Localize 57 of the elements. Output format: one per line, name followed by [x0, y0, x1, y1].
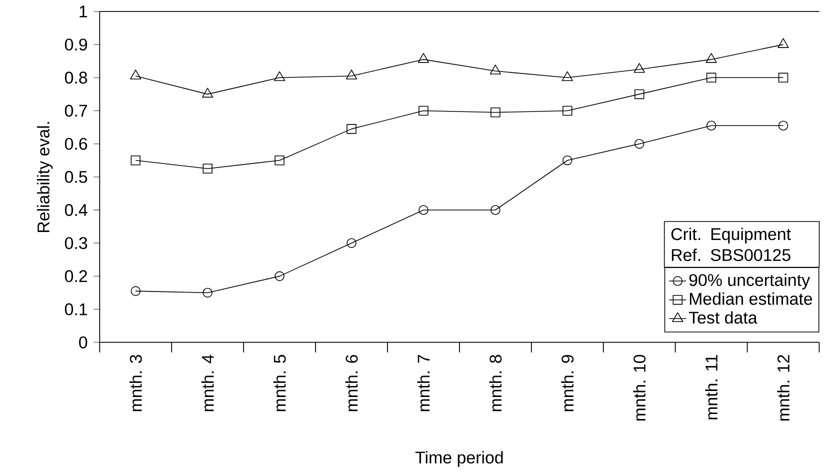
point: [634, 90, 644, 100]
point: [778, 120, 788, 131]
x-tick-label: mnth. 7: [417, 355, 430, 412]
x-tick-label: mnth. 12: [777, 355, 790, 421]
y-tick-label: 0.9: [64, 38, 88, 51]
point: [130, 156, 141, 166]
y-tick-label: 0.5: [64, 171, 88, 184]
point: [418, 205, 428, 216]
point: [130, 286, 141, 296]
x-tick-label: mnth. 8: [489, 355, 502, 412]
y-tick-label: 0.2: [64, 270, 87, 282]
y-tick-label: 0.8: [64, 72, 88, 84]
y-tick-label: 0: [79, 336, 88, 349]
legend-title: Crit. Equipment Ref. SBS00125: [671, 228, 791, 262]
point: [130, 70, 142, 80]
point: [202, 164, 212, 174]
y-tick-label: 0.6: [64, 138, 88, 150]
y-tick-label: 0.3: [64, 237, 88, 250]
y-tick-label: 0.7: [64, 104, 87, 117]
x-tick-label: mnth. 3: [129, 355, 142, 412]
point: [490, 108, 500, 118]
y-tick-label: 1: [80, 6, 88, 18]
point: [274, 272, 284, 282]
legend-label: Test data: [688, 311, 758, 324]
point: [202, 288, 212, 298]
x-tick-label: mnth. 4: [201, 354, 214, 412]
x-tick-label: mnth. 10: [633, 355, 646, 421]
point: [778, 38, 789, 48]
y-tick-label: 0.4: [64, 204, 88, 216]
y-tick-label: 0.1: [64, 303, 88, 316]
point: [706, 72, 716, 83]
x-tick-label: mnth. 6: [345, 355, 358, 412]
point: [562, 106, 572, 116]
point: [562, 71, 573, 82]
point: [274, 71, 286, 82]
point: [418, 53, 430, 64]
point: [202, 88, 214, 98]
point: [274, 156, 284, 166]
x-tick-label: mnth. 11: [705, 355, 718, 420]
point: [418, 106, 428, 116]
point: [634, 63, 645, 73]
x-tick-label: mnth. 5: [273, 355, 286, 412]
legend-label: Median estimate: [690, 292, 812, 306]
y-axis-title: Reliability eval.: [37, 122, 53, 232]
point: [490, 64, 502, 75]
legend-label: 90% uncertainty: [689, 274, 810, 290]
x-axis-title: Time period: [415, 451, 503, 468]
point: [706, 120, 716, 131]
point: [634, 139, 644, 149]
point: [706, 53, 717, 64]
point: [346, 70, 358, 80]
point: [346, 238, 356, 248]
point: [778, 72, 788, 83]
point: [346, 124, 356, 134]
x-tick-label: mnth. 9: [561, 355, 574, 412]
point: [562, 156, 572, 166]
point: [490, 205, 500, 216]
